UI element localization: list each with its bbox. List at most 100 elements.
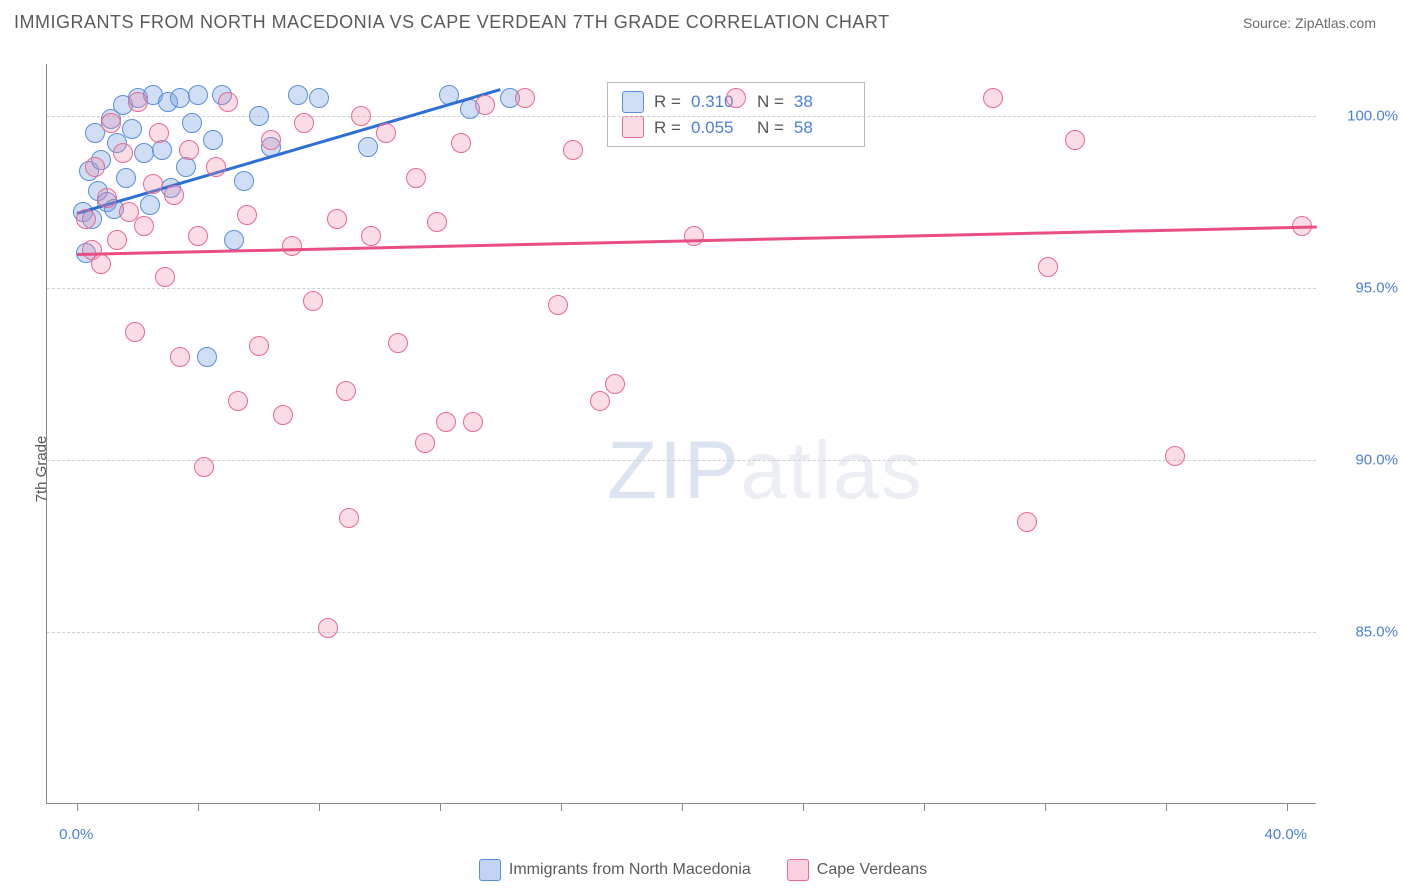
data-point (361, 226, 381, 246)
y-tick-label: 85.0% (1355, 623, 1398, 640)
r-label: R = (654, 89, 681, 115)
y-tick-label: 90.0% (1355, 451, 1398, 468)
data-point (1065, 130, 1085, 150)
chart-title: IMMIGRANTS FROM NORTH MACEDONIA VS CAPE … (14, 12, 890, 33)
data-point (294, 113, 314, 133)
legend-item: Cape Verdeans (787, 859, 927, 881)
data-point (101, 113, 121, 133)
data-point (726, 88, 746, 108)
data-point (436, 412, 456, 432)
data-point (170, 88, 190, 108)
data-point (303, 291, 323, 311)
data-point (218, 92, 238, 112)
watermark-atlas: atlas (741, 425, 924, 516)
data-point (140, 195, 160, 215)
x-tick (1166, 803, 1167, 811)
data-point (983, 88, 1003, 108)
data-point (515, 88, 535, 108)
legend-label: Immigrants from North Macedonia (509, 861, 751, 879)
data-point (282, 236, 302, 256)
data-point (149, 123, 169, 143)
data-point (176, 157, 196, 177)
source-label: Source: ZipAtlas.com (1243, 15, 1376, 31)
data-point (107, 230, 127, 250)
data-point (684, 226, 704, 246)
n-label: N = (757, 89, 784, 115)
x-tick (1045, 803, 1046, 811)
data-point (155, 267, 175, 287)
n-label: N = (757, 115, 784, 141)
r-label: R = (654, 115, 681, 141)
data-point (76, 209, 96, 229)
gridline (47, 288, 1316, 289)
gridline (47, 116, 1316, 117)
data-point (351, 106, 371, 126)
x-tick (198, 803, 199, 811)
r-value: 0.055 (691, 115, 747, 141)
x-tick (440, 803, 441, 811)
legend-swatch (479, 859, 501, 881)
data-point (475, 95, 495, 115)
data-point (327, 209, 347, 229)
y-tick-label: 95.0% (1355, 279, 1398, 296)
data-point (388, 333, 408, 353)
legend-item: Immigrants from North Macedonia (479, 859, 751, 881)
data-point (237, 205, 257, 225)
data-point (97, 188, 117, 208)
data-point (197, 347, 217, 367)
legend-swatch (622, 116, 644, 138)
data-point (463, 412, 483, 432)
x-tick (77, 803, 78, 811)
data-point (376, 123, 396, 143)
x-tick (924, 803, 925, 811)
data-point (249, 106, 269, 126)
data-point (134, 216, 154, 236)
x-tick (319, 803, 320, 811)
y-tick-label: 100.0% (1347, 107, 1398, 124)
data-point (122, 119, 142, 139)
data-point (152, 140, 172, 160)
data-point (134, 143, 154, 163)
data-point (273, 405, 293, 425)
data-point (1165, 446, 1185, 466)
data-point (182, 113, 202, 133)
legend-label: Cape Verdeans (817, 861, 927, 879)
x-tick (803, 803, 804, 811)
data-point (116, 168, 136, 188)
data-point (415, 433, 435, 453)
data-point (179, 140, 199, 160)
data-point (318, 618, 338, 638)
data-point (309, 88, 329, 108)
n-value: 38 (794, 89, 850, 115)
data-point (85, 157, 105, 177)
legend-swatch (622, 91, 644, 113)
series-legend: Immigrants from North Macedonia Cape Verd… (0, 859, 1406, 886)
data-point (224, 230, 244, 250)
data-point (206, 157, 226, 177)
data-point (288, 85, 308, 105)
gridline (47, 460, 1316, 461)
data-point (188, 226, 208, 246)
x-tick (1287, 803, 1288, 811)
data-point (91, 254, 111, 274)
x-tick-label: 0.0% (59, 826, 93, 843)
data-point (234, 171, 254, 191)
x-tick (682, 803, 683, 811)
data-point (406, 168, 426, 188)
legend-row: R = 0.055 N = 58 (622, 115, 850, 141)
data-point (194, 457, 214, 477)
data-point (336, 381, 356, 401)
data-point (128, 92, 148, 112)
data-point (451, 133, 471, 153)
x-tick (561, 803, 562, 811)
watermark: ZIPatlas (607, 424, 924, 518)
data-point (339, 508, 359, 528)
plot-area: ZIPatlas R =0.310N =38R =0.055N =58 85.0… (46, 64, 1316, 804)
legend-swatch (787, 859, 809, 881)
watermark-zip: ZIP (607, 425, 741, 516)
data-point (188, 85, 208, 105)
n-value: 58 (794, 115, 850, 141)
data-point (261, 130, 281, 150)
gridline (47, 632, 1316, 633)
data-point (125, 322, 145, 342)
